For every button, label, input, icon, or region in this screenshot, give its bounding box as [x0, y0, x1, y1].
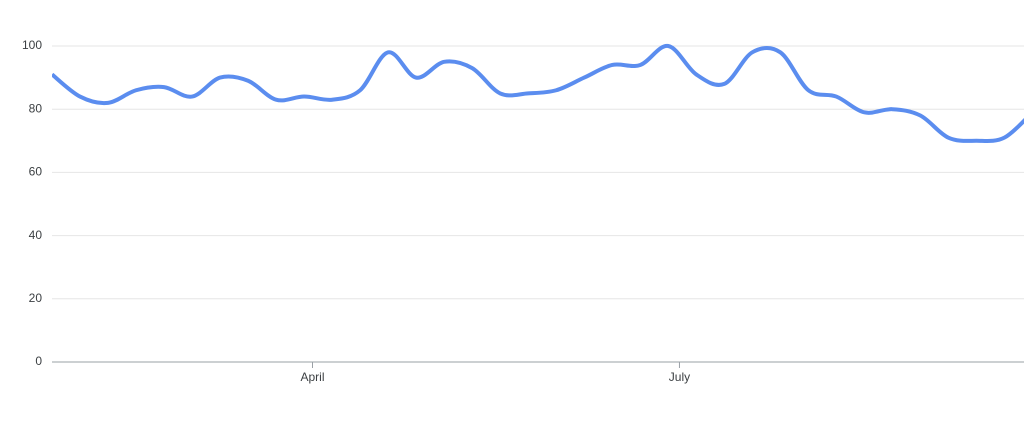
y-tick-label: 20: [29, 291, 43, 305]
y-tick-label: 60: [29, 165, 43, 179]
x-tick-label: July: [669, 370, 690, 384]
y-tick-label: 40: [29, 228, 43, 242]
series-line: [52, 43, 1024, 144]
y-tick-label: 80: [29, 101, 43, 115]
x-tick-label: April: [300, 370, 324, 384]
y-tick-label: 100: [22, 38, 42, 52]
y-tick-label: 0: [35, 354, 42, 368]
